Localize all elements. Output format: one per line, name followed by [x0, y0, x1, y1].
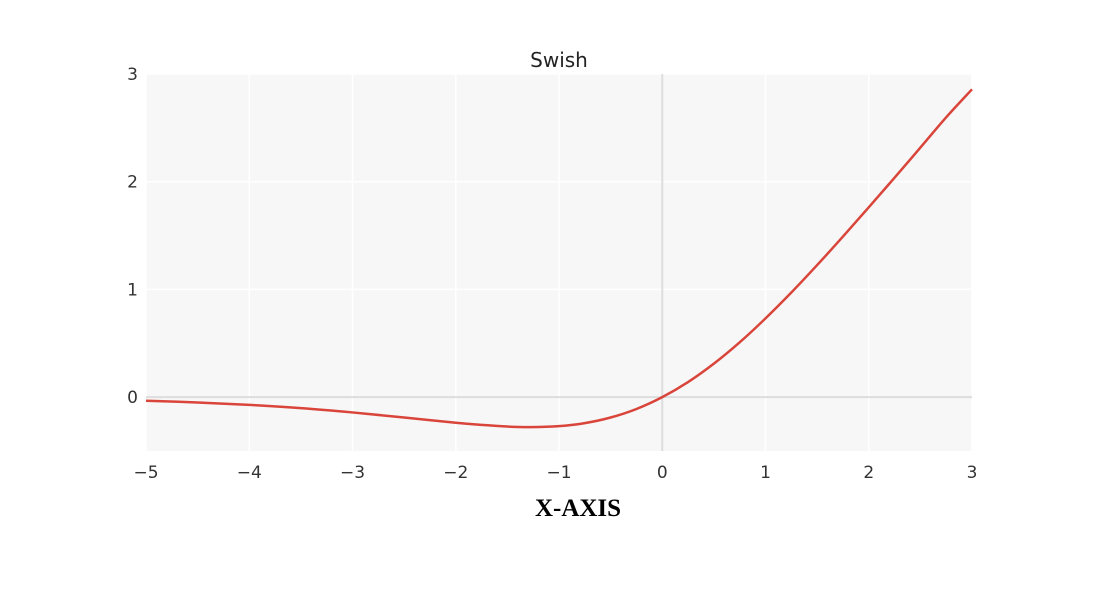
chart-title: Swish [530, 48, 588, 72]
y-tick-label: 3 [127, 65, 138, 85]
x-axis-ticks: −5 −4 −3 −2 −1 0 1 2 3 [133, 463, 977, 483]
x-tick-label: −2 [443, 463, 468, 483]
x-tick-label: 3 [967, 463, 978, 483]
x-tick-label: −3 [340, 463, 365, 483]
x-tick-label: 1 [760, 463, 771, 483]
x-axis-label: X-AXIS [535, 495, 621, 522]
y-tick-label: 1 [127, 280, 138, 300]
y-tick-label: 0 [127, 388, 138, 408]
x-tick-label: 2 [863, 463, 874, 483]
y-tick-label: 2 [127, 173, 138, 193]
x-tick-label: 0 [657, 463, 668, 483]
y-axis-ticks: 0 1 2 3 [127, 65, 138, 408]
series-line-swish [145, 88, 973, 429]
zero-lines [146, 74, 972, 451]
x-tick-label: −4 [237, 463, 262, 483]
x-tick-label: −5 [133, 463, 158, 483]
x-tick-label: −1 [546, 463, 571, 483]
grid-lines [145, 73, 973, 451]
